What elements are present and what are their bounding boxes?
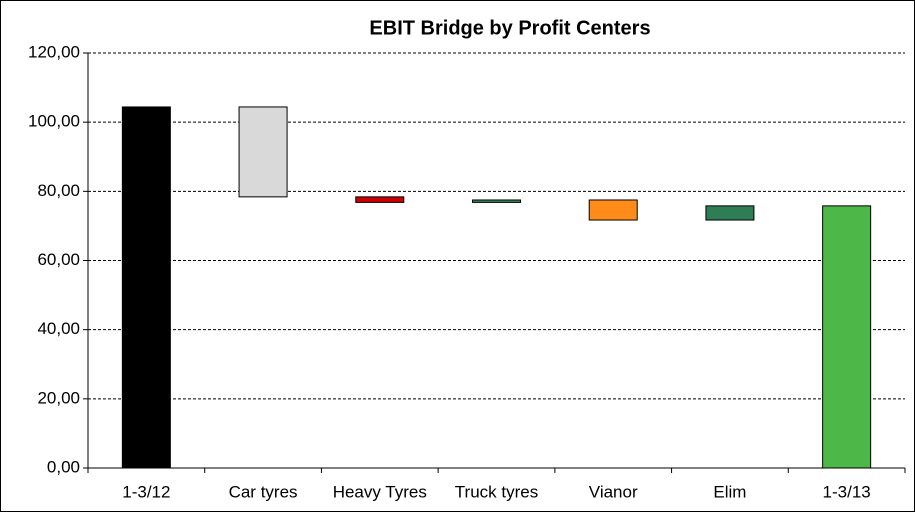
y-tick-label: 80,00 (37, 181, 80, 200)
y-tick-label: 120,00 (28, 42, 80, 61)
y-tick-label: 60,00 (37, 250, 80, 269)
x-tick-label: 1-3/13 (823, 482, 871, 501)
bar (588, 199, 638, 221)
y-tick-label: 40,00 (37, 319, 80, 338)
x-tick-label: 1-3/12 (122, 482, 170, 501)
bar (472, 199, 521, 203)
y-tick-label: 20,00 (37, 388, 80, 407)
x-tick-label: Car tyres (229, 482, 298, 501)
y-tick-label: 0,00 (47, 457, 80, 476)
bar (238, 106, 288, 198)
y-tick-label: 100,00 (28, 112, 80, 131)
bar (355, 196, 405, 203)
x-tick-label: Heavy Tyres (333, 482, 427, 501)
bar (822, 205, 872, 469)
bar (705, 205, 755, 221)
x-tick-label: Truck tyres (455, 482, 538, 501)
chart-title: EBIT Bridge by Profit Centers (369, 17, 650, 39)
x-tick-label: Elim (713, 482, 746, 501)
bar (121, 106, 171, 469)
x-tick-label: Vianor (589, 482, 638, 501)
